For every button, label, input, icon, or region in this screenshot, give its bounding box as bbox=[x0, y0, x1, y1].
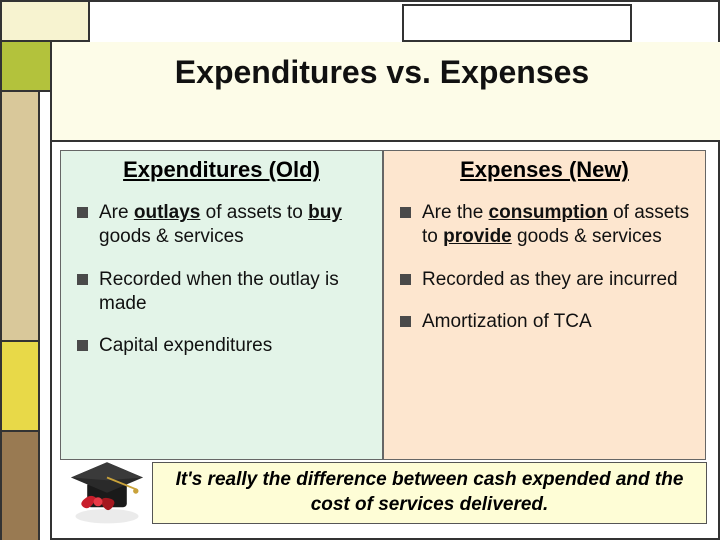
text: of assets to bbox=[200, 202, 308, 223]
text: Capital expenditures bbox=[99, 335, 272, 356]
slide-frame: Expenditures vs. Expenses Expenditures (… bbox=[0, 0, 720, 540]
slide-title: Expenditures vs. Expenses bbox=[62, 54, 702, 91]
underlined-text: buy bbox=[308, 202, 342, 223]
list-item: Amortization of TCA bbox=[400, 310, 695, 334]
deco-block-olive bbox=[2, 42, 52, 92]
graduation-cap-icon bbox=[62, 437, 152, 527]
deco-block-yellow bbox=[2, 342, 40, 432]
text: goods & services bbox=[512, 226, 662, 247]
list-item: Are outlays of assets to buy goods & ser… bbox=[77, 201, 372, 250]
underlined-text: outlays bbox=[134, 202, 201, 223]
text: Are the bbox=[422, 202, 489, 223]
underlined-text: provide bbox=[443, 226, 512, 247]
left-bullet-list: Are outlays of assets to buy goods & ser… bbox=[71, 201, 372, 359]
text: goods & services bbox=[99, 226, 244, 247]
comparison-table: Expenditures (Old) Are outlays of assets… bbox=[60, 150, 706, 460]
list-item: Recorded when the outlay is made bbox=[77, 268, 372, 317]
text: Recorded as they are incurred bbox=[422, 269, 678, 290]
left-column-heading: Expenditures (Old) bbox=[71, 157, 372, 183]
list-item: Recorded as they are incurred bbox=[400, 268, 695, 292]
right-bullet-list: Are the consumption of assets to provide… bbox=[394, 201, 695, 334]
deco-gap bbox=[40, 92, 52, 540]
deco-block-brown bbox=[2, 432, 40, 540]
summary-callout: It's really the difference between cash … bbox=[152, 462, 707, 524]
right-column-heading: Expenses (New) bbox=[394, 157, 695, 183]
list-item: Are the consumption of assets to provide… bbox=[400, 201, 695, 250]
left-column: Expenditures (Old) Are outlays of assets… bbox=[60, 150, 383, 460]
text: Are bbox=[99, 202, 134, 223]
deco-block-tan bbox=[2, 92, 40, 342]
text: Amortization of TCA bbox=[422, 311, 592, 332]
right-column: Expenses (New) Are the consumption of as… bbox=[383, 150, 706, 460]
underlined-text: consumption bbox=[489, 202, 608, 223]
deco-top-box bbox=[402, 4, 632, 42]
deco-block bbox=[2, 2, 90, 42]
list-item: Capital expenditures bbox=[77, 334, 372, 358]
text: Recorded when the outlay is made bbox=[99, 269, 339, 314]
